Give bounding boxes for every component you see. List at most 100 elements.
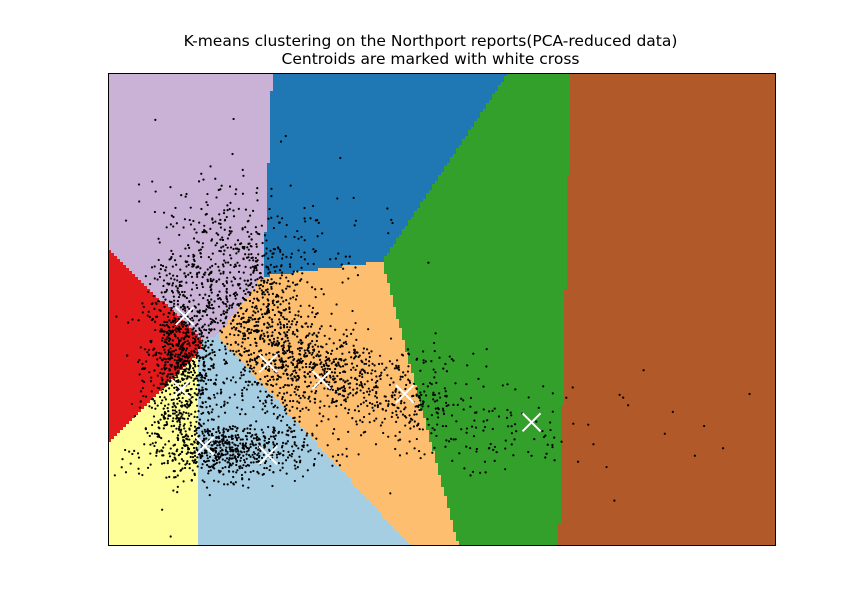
region-cell-cluster_lavender: [108, 82, 112, 86]
region-cell-cluster_blue: [471, 118, 475, 122]
region-cell-cluster_blue: [381, 88, 385, 92]
region-cell-cluster_brown: [687, 115, 691, 119]
region-cell-cluster_blue: [402, 130, 406, 134]
region-cell-cluster_brown: [723, 103, 727, 107]
region-cell-cluster_brown: [666, 85, 670, 89]
region-cell-cluster_brown: [738, 94, 742, 98]
region-cell-cluster_lavender: [228, 97, 232, 101]
region-cell-cluster_brown: [666, 106, 670, 110]
region-cell-cluster_lavender: [249, 130, 253, 134]
region-cell-cluster_lavender: [171, 127, 175, 131]
region-cell-cluster_lavender: [231, 76, 235, 80]
region-cell-cluster_blue: [441, 118, 445, 122]
region-cell-cluster_green: [567, 82, 571, 86]
region-cell-cluster_lavender: [150, 130, 154, 134]
region-cell-cluster_blue: [291, 100, 295, 104]
region-cell-cluster_blue: [321, 121, 325, 125]
region-cell-cluster_brown: [624, 100, 628, 104]
region-cell-cluster_blue: [378, 79, 382, 83]
region-cell-cluster_blue: [399, 82, 403, 86]
region-cell-cluster_blue: [423, 103, 427, 107]
region-cell-cluster_brown: [636, 100, 640, 104]
region-cell-cluster_blue: [321, 73, 325, 77]
region-cell-cluster_blue: [354, 136, 358, 140]
region-cell-cluster_lavender: [189, 121, 193, 125]
region-cell-cluster_lavender: [219, 106, 223, 110]
region-cell-cluster_lavender: [126, 133, 130, 137]
region-cell-cluster_green: [525, 136, 529, 140]
region-cell-cluster_brown: [576, 91, 580, 95]
region-cell-cluster_blue: [411, 118, 415, 122]
region-cell-cluster_lavender: [174, 91, 178, 95]
region-cell-cluster_blue: [396, 136, 400, 140]
region-cell-cluster_blue: [339, 85, 343, 89]
region-cell-cluster_lavender: [258, 136, 262, 140]
region-cell-cluster_blue: [399, 136, 403, 140]
region-cell-cluster_blue: [354, 106, 358, 110]
region-cell-cluster_brown: [717, 133, 721, 137]
region-cell-cluster_lavender: [183, 91, 187, 95]
region-cell-cluster_brown: [603, 76, 607, 80]
region-cell-cluster_brown: [570, 106, 574, 110]
region-cell-cluster_blue: [351, 118, 355, 122]
region-cell-cluster_green: [540, 73, 544, 77]
region-cell-cluster_brown: [669, 94, 673, 98]
region-cell-cluster_brown: [687, 91, 691, 95]
region-cell-cluster_blue: [354, 112, 358, 116]
region-cell-cluster_brown: [609, 130, 613, 134]
region-cell-cluster_brown: [768, 103, 772, 107]
region-cell-cluster_blue: [390, 94, 394, 98]
region-cell-cluster_green: [525, 79, 529, 83]
region-cell-cluster_brown: [732, 136, 736, 140]
region-cell-cluster_blue: [441, 109, 445, 113]
region-cell-cluster_brown: [726, 94, 730, 98]
region-cell-cluster_brown: [708, 100, 712, 104]
region-cell-cluster_brown: [675, 127, 679, 131]
region-cell-cluster_blue: [414, 136, 418, 140]
region-cell-cluster_brown: [663, 82, 667, 86]
region-cell-cluster_green: [546, 124, 550, 128]
region-cell-cluster_brown: [627, 115, 631, 119]
region-cell-cluster_brown: [723, 121, 727, 125]
region-cell-cluster_brown: [624, 76, 628, 80]
region-cell-cluster_green: [552, 100, 556, 104]
region-cell-cluster_lavender: [120, 106, 124, 110]
region-cell-cluster_lavender: [222, 88, 226, 92]
region-cell-cluster_blue: [306, 127, 310, 131]
region-cell-cluster_brown: [660, 82, 664, 86]
region-cell-cluster_lavender: [231, 130, 235, 134]
region-cell-cluster_blue: [309, 103, 313, 107]
region-cell-cluster_brown: [588, 76, 592, 80]
region-cell-cluster_brown: [615, 133, 619, 137]
region-cell-cluster_lavender: [147, 88, 151, 92]
region-cell-cluster_blue: [444, 85, 448, 89]
region-cell-cluster_blue: [372, 97, 376, 101]
region-cell-cluster_blue: [276, 136, 280, 140]
region-cell-cluster_lavender: [186, 121, 190, 125]
region-cell-cluster_lavender: [246, 85, 250, 89]
region-cell-cluster_brown: [720, 94, 724, 98]
region-cell-cluster_lavender: [141, 103, 145, 107]
region-cell-cluster_brown: [666, 97, 670, 101]
region-cell-cluster_green: [507, 100, 511, 104]
region-cell-cluster_blue: [300, 82, 304, 86]
region-cell-cluster_blue: [285, 76, 289, 80]
region-cell-cluster_blue: [447, 76, 451, 80]
region-cell-cluster_blue: [330, 109, 334, 113]
region-cell-cluster_lavender: [159, 127, 163, 131]
region-cell-cluster_blue: [474, 73, 478, 77]
region-cell-cluster_lavender: [180, 133, 184, 137]
region-cell-cluster_green: [564, 91, 568, 95]
region-cell-cluster_blue: [351, 127, 355, 131]
region-cell-cluster_blue: [441, 121, 445, 125]
region-cell-cluster_lavender: [207, 106, 211, 110]
region-cell-cluster_brown: [597, 112, 601, 116]
region-cell-cluster_blue: [393, 115, 397, 119]
region-cell-cluster_lavender: [255, 106, 259, 110]
region-cell-cluster_lavender: [225, 91, 229, 95]
region-cell-cluster_brown: [735, 88, 739, 92]
region-cell-cluster_green: [555, 82, 559, 86]
region-cell-cluster_lavender: [207, 91, 211, 95]
region-cell-cluster_brown: [723, 133, 727, 137]
region-cell-cluster_blue: [432, 88, 436, 92]
